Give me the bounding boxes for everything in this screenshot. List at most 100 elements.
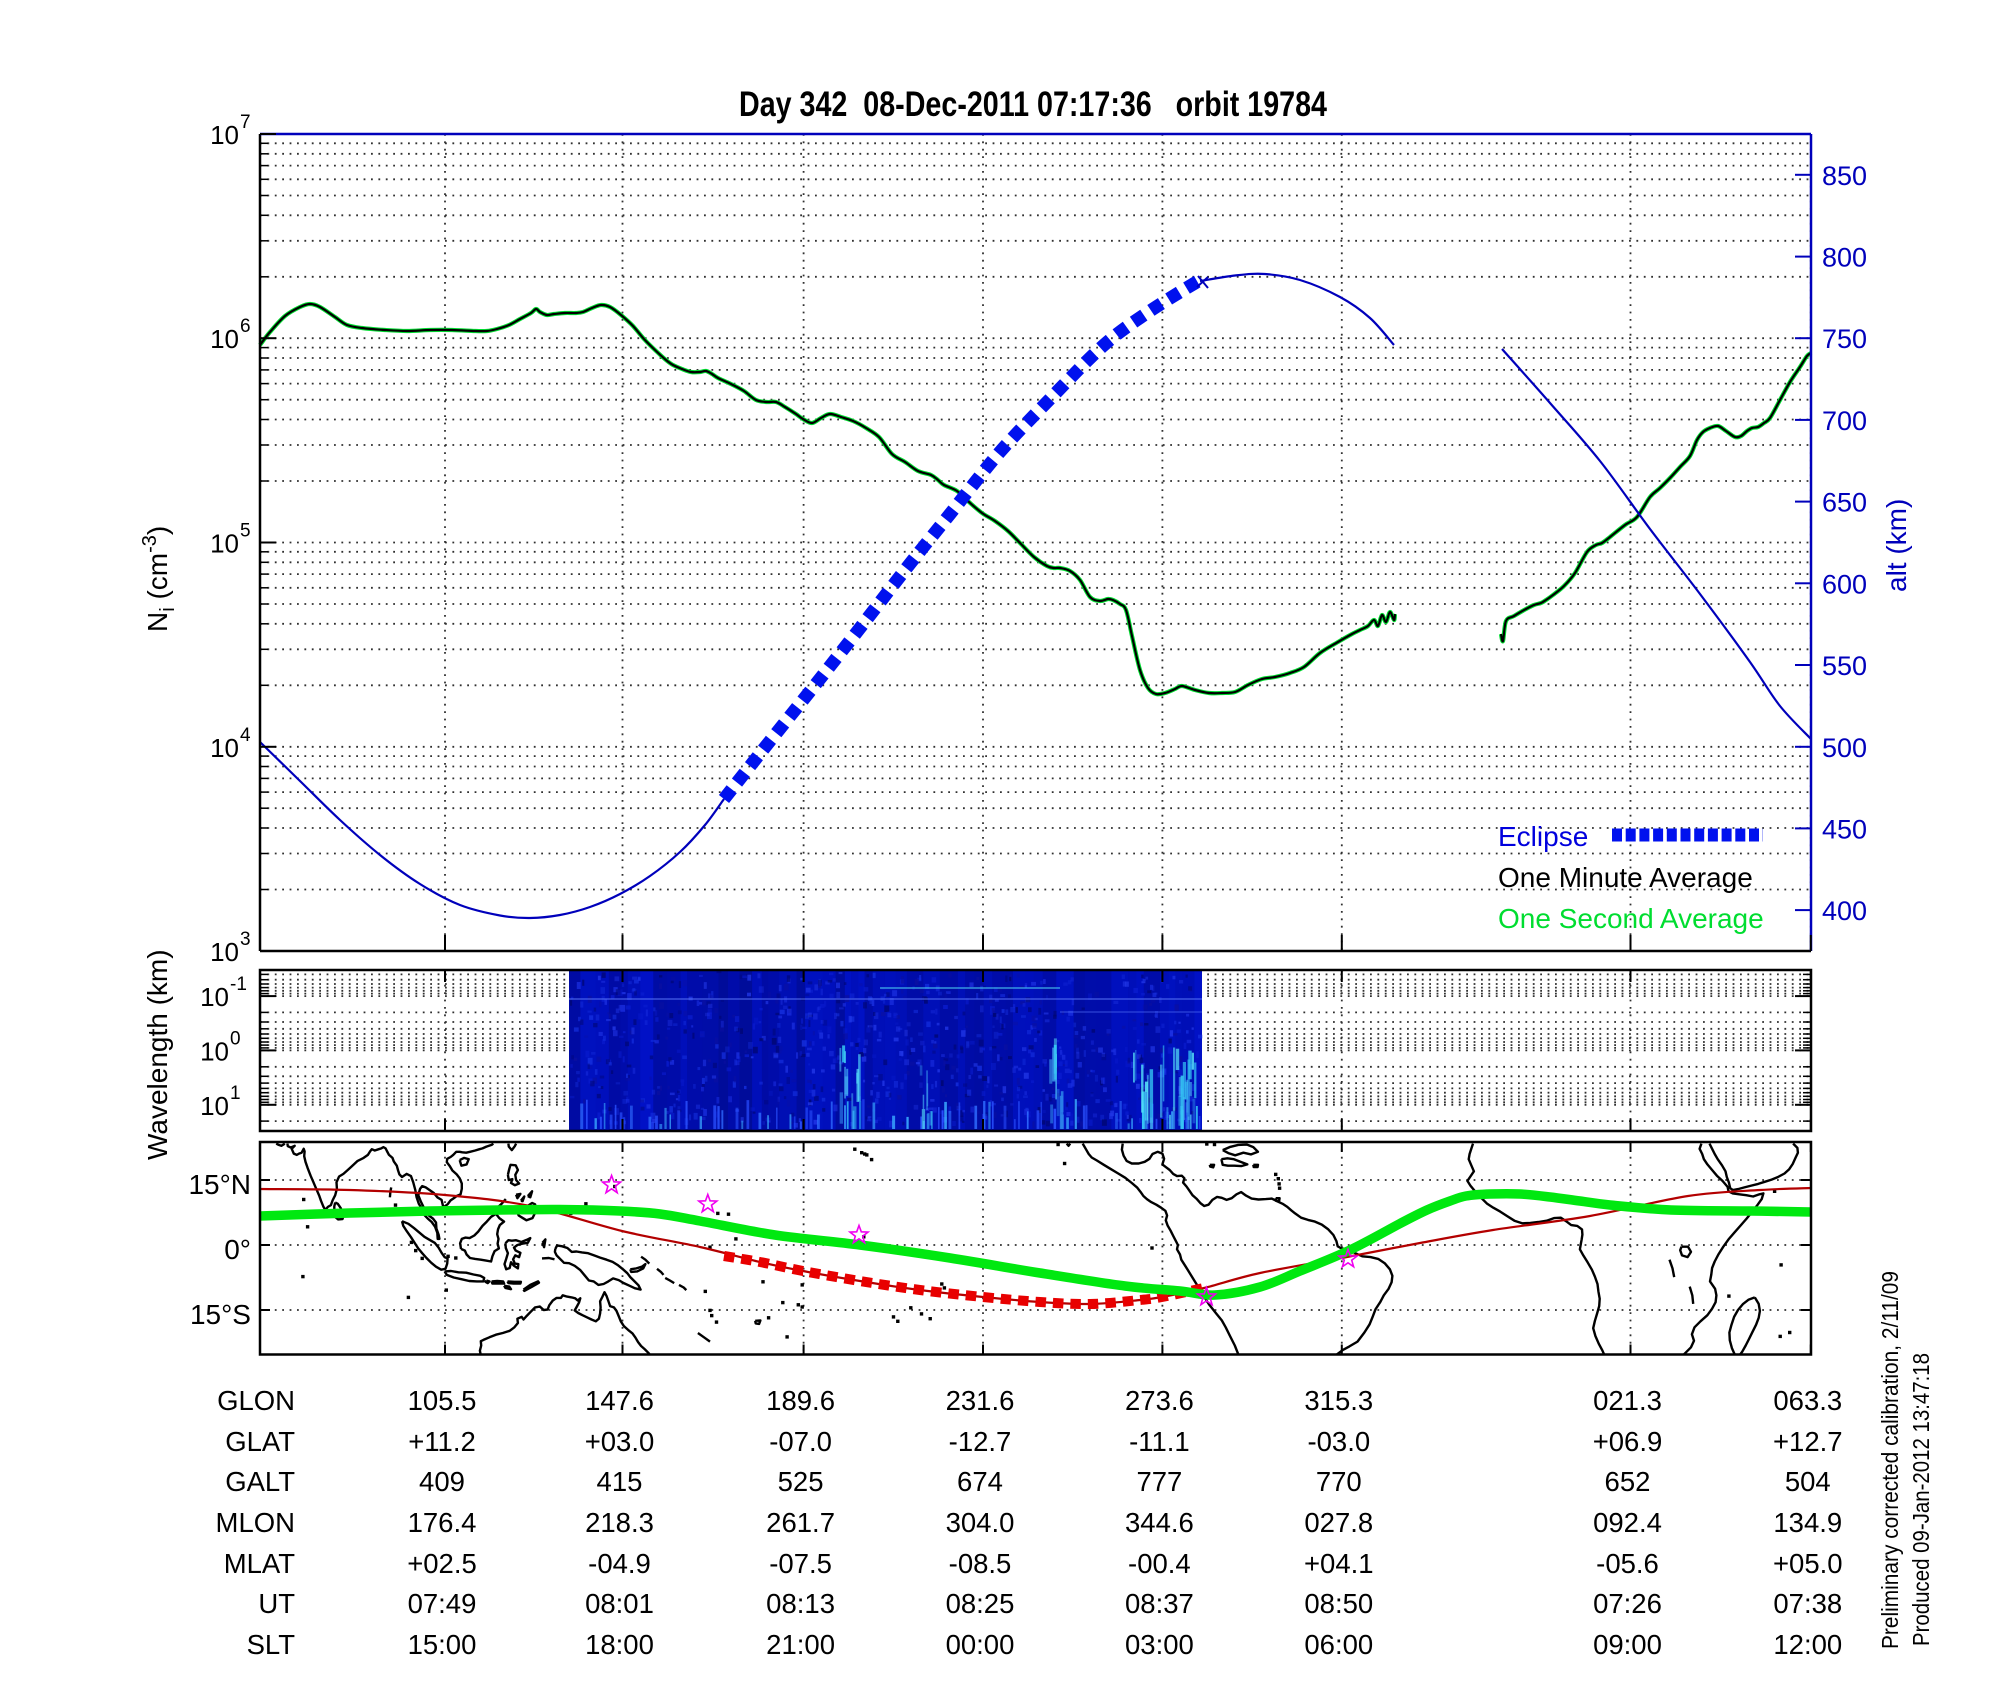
svg-text:-05.6: -05.6	[1596, 1548, 1659, 1579]
svg-text:063.3: 063.3	[1773, 1385, 1842, 1416]
svg-text:800: 800	[1822, 243, 1867, 273]
svg-text:231.6: 231.6	[946, 1385, 1015, 1416]
svg-text:850: 850	[1822, 161, 1867, 191]
svg-text:777: 777	[1136, 1466, 1182, 1497]
svg-text:10: 10	[210, 529, 239, 559]
svg-text:10: 10	[210, 324, 239, 354]
svg-text:10: 10	[210, 120, 239, 150]
svg-text:+12.7: +12.7	[1773, 1426, 1843, 1457]
svg-text:-07.5: -07.5	[769, 1548, 832, 1579]
svg-text:674: 674	[957, 1466, 1003, 1497]
svg-text:10: 10	[200, 1036, 229, 1066]
svg-text:Produced 09-Jan-2012 13:47:18: Produced 09-Jan-2012 13:47:18	[1908, 1353, 1934, 1646]
svg-text:Preliminary corrected calibrat: Preliminary corrected calibration, 2/11/…	[1877, 1271, 1903, 1649]
svg-text:409: 409	[419, 1466, 465, 1497]
svg-text:18:00: 18:00	[585, 1629, 654, 1660]
svg-text:MLON: MLON	[216, 1507, 295, 1538]
svg-text:344.6: 344.6	[1125, 1507, 1194, 1538]
svg-text:147.6: 147.6	[585, 1385, 654, 1416]
svg-text:15°S: 15°S	[190, 1299, 251, 1330]
svg-text:7: 7	[240, 112, 251, 133]
svg-text:315.3: 315.3	[1304, 1385, 1373, 1416]
svg-text:Day 342 08-Dec-2011 07:17:36: Day 342 08-Dec-2011 07:17:36 orbit 19784	[739, 85, 1327, 124]
svg-text:0: 0	[230, 1028, 241, 1049]
svg-text:770: 770	[1316, 1466, 1362, 1497]
svg-text:525: 525	[778, 1466, 824, 1497]
svg-text:750: 750	[1822, 324, 1867, 354]
svg-text:-12.7: -12.7	[949, 1426, 1012, 1457]
svg-text:504: 504	[1785, 1466, 1831, 1497]
svg-text:One Minute Average: One Minute Average	[1498, 862, 1753, 893]
svg-text:GALT: GALT	[225, 1466, 295, 1497]
svg-text:09:00: 09:00	[1593, 1629, 1662, 1660]
svg-text:652: 652	[1605, 1466, 1651, 1497]
svg-text:105.5: 105.5	[408, 1385, 477, 1416]
svg-text:-03.0: -03.0	[1307, 1426, 1370, 1457]
svg-text:GLON: GLON	[217, 1385, 295, 1416]
svg-text:12:00: 12:00	[1773, 1629, 1842, 1660]
svg-text:3: 3	[240, 929, 251, 950]
svg-text:700: 700	[1822, 406, 1867, 436]
svg-text:0°: 0°	[224, 1234, 251, 1265]
svg-text:00:00: 00:00	[946, 1629, 1015, 1660]
svg-text:One Second Average: One Second Average	[1498, 903, 1764, 934]
svg-text:027.8: 027.8	[1304, 1507, 1373, 1538]
svg-text:550: 550	[1822, 651, 1867, 681]
svg-text:+02.5: +02.5	[407, 1548, 477, 1579]
svg-text:alt (km): alt (km)	[1881, 499, 1912, 592]
svg-text:07:49: 07:49	[408, 1588, 477, 1619]
svg-text:08:50: 08:50	[1304, 1588, 1373, 1619]
svg-text:4: 4	[240, 725, 251, 746]
svg-text:GLAT: GLAT	[225, 1426, 295, 1457]
svg-text:176.4: 176.4	[408, 1507, 477, 1538]
svg-text:07:26: 07:26	[1593, 1588, 1662, 1619]
svg-text:10: 10	[210, 937, 239, 967]
svg-text:15°N: 15°N	[188, 1169, 251, 1200]
svg-text:10: 10	[200, 982, 229, 1012]
svg-text:15:00: 15:00	[408, 1629, 477, 1660]
svg-text:08:13: 08:13	[766, 1588, 835, 1619]
svg-text:MLAT: MLAT	[224, 1548, 296, 1579]
svg-text:650: 650	[1822, 488, 1867, 518]
svg-text:261.7: 261.7	[766, 1507, 835, 1538]
svg-text:304.0: 304.0	[946, 1507, 1015, 1538]
svg-text:08:37: 08:37	[1125, 1588, 1194, 1619]
svg-text:+03.0: +03.0	[585, 1426, 655, 1457]
svg-text:6: 6	[240, 316, 251, 337]
svg-text:UT: UT	[258, 1588, 295, 1619]
svg-text:+05.0: +05.0	[1773, 1548, 1843, 1579]
svg-text:07:38: 07:38	[1773, 1588, 1842, 1619]
svg-text:Eclipse: Eclipse	[1498, 821, 1588, 852]
svg-text:-11.1: -11.1	[1129, 1426, 1190, 1457]
svg-text:450: 450	[1822, 814, 1867, 844]
svg-text:03:00: 03:00	[1125, 1629, 1194, 1660]
svg-text:+04.1: +04.1	[1304, 1548, 1374, 1579]
svg-text:-1: -1	[230, 974, 247, 995]
svg-text:+11.2: +11.2	[408, 1426, 476, 1457]
svg-text:600: 600	[1822, 569, 1867, 599]
svg-text:10: 10	[210, 733, 239, 763]
svg-text:06:00: 06:00	[1304, 1629, 1373, 1660]
svg-text:134.9: 134.9	[1773, 1507, 1842, 1538]
svg-text:500: 500	[1822, 733, 1867, 763]
svg-text:-00.4: -00.4	[1128, 1548, 1191, 1579]
svg-text:SLT: SLT	[247, 1629, 296, 1660]
svg-text:092.4: 092.4	[1593, 1507, 1662, 1538]
svg-text:-08.5: -08.5	[949, 1548, 1012, 1579]
svg-text:Wavelength (km): Wavelength (km)	[142, 949, 173, 1160]
svg-text:273.6: 273.6	[1125, 1385, 1194, 1416]
svg-text:415: 415	[597, 1466, 643, 1497]
svg-text:-07.0: -07.0	[769, 1426, 832, 1457]
svg-text:10: 10	[200, 1091, 229, 1121]
svg-text:08:25: 08:25	[946, 1588, 1015, 1619]
svg-text:400: 400	[1822, 896, 1867, 926]
svg-text:189.6: 189.6	[766, 1385, 835, 1416]
svg-text:21:00: 21:00	[766, 1629, 835, 1660]
svg-text:+06.9: +06.9	[1593, 1426, 1663, 1457]
svg-text:021.3: 021.3	[1593, 1385, 1662, 1416]
svg-text:5: 5	[240, 521, 251, 542]
svg-text:08:01: 08:01	[585, 1588, 654, 1619]
svg-text:1: 1	[230, 1083, 241, 1104]
svg-text:218.3: 218.3	[585, 1507, 654, 1538]
svg-text:-04.9: -04.9	[588, 1548, 651, 1579]
